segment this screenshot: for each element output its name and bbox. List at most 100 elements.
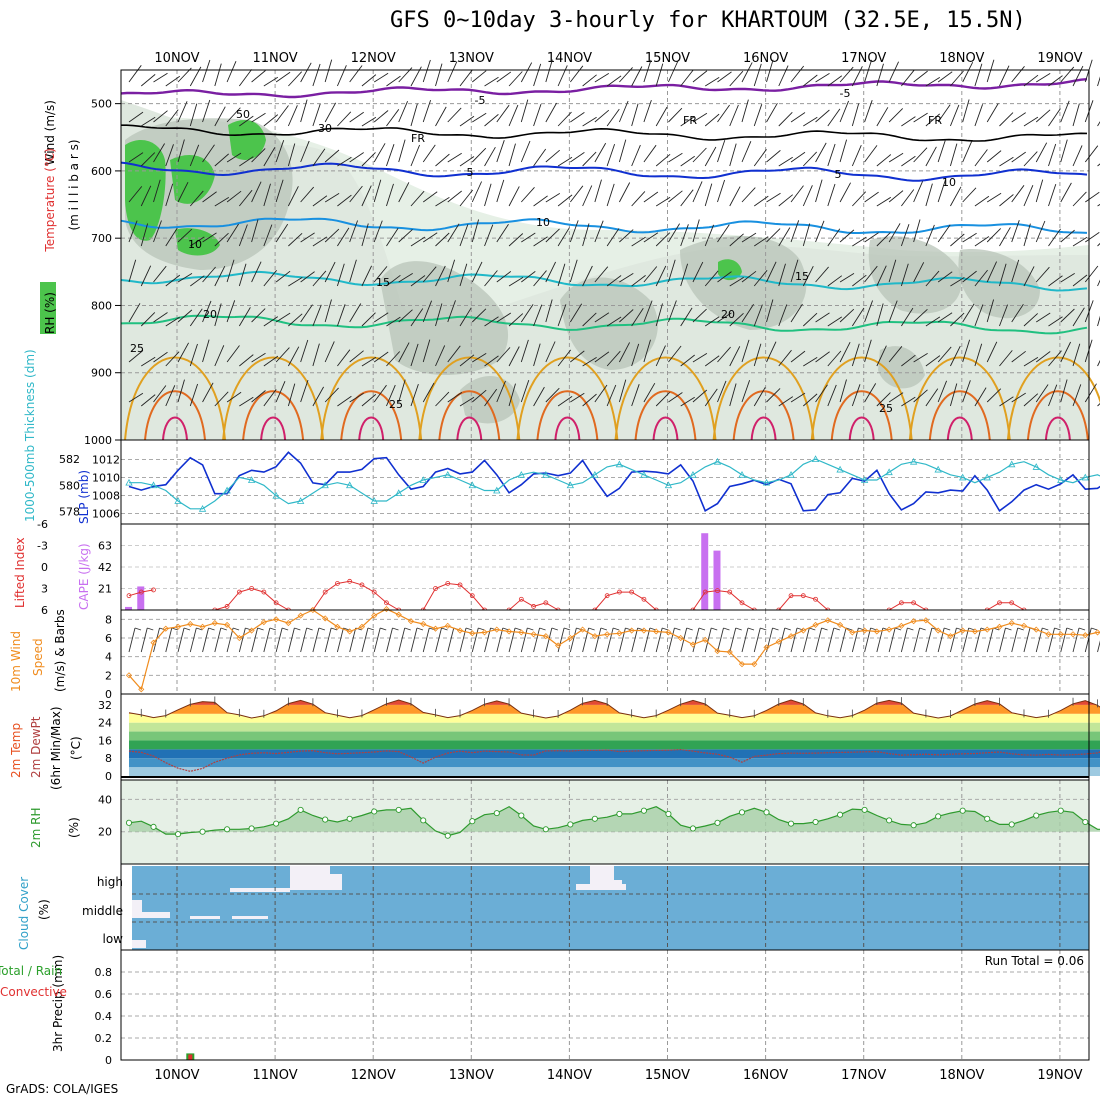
upper-wind-barb (349, 259, 357, 283)
upper-wind-barb (1072, 65, 1084, 87)
upper-wind-barb (655, 345, 666, 367)
wind10m-barb (1011, 627, 1019, 653)
upper-wind-barb (606, 384, 617, 407)
upper-wind-barb (484, 224, 494, 247)
thickness-point (321, 481, 329, 489)
upper-wind-barb (337, 156, 352, 167)
wind10m-point (1069, 631, 1077, 638)
cloud-panel: Cloud Cover (%) high middle low (17, 863, 1090, 951)
upper-wind-barb (937, 139, 946, 163)
rh2m-point (199, 828, 206, 835)
wind10m-point (187, 620, 194, 628)
rh-grey-area (460, 376, 520, 424)
lifted-index-point (347, 578, 353, 584)
wind10m-barb (189, 627, 197, 653)
wind10m-point (297, 612, 304, 619)
temp-tick-label: 0 (105, 770, 112, 783)
wind10m-point (849, 629, 856, 636)
wind10m-point (714, 648, 721, 655)
upper-wind-barb (655, 106, 668, 127)
wind10m-point (935, 627, 942, 634)
wind10m-barb-flag (1091, 627, 1098, 631)
rh2m-ylabel: 2m RH (29, 808, 43, 849)
date-label-bottom: 18NOV (939, 1068, 984, 1083)
upper-wind-barb (1097, 359, 1100, 367)
lifted-index-point (224, 604, 230, 609)
upper-wind-barb (165, 351, 180, 367)
cape-bar (713, 550, 721, 610)
thickness-point (787, 470, 795, 478)
thickness-point (566, 481, 575, 489)
lifted-index-point (531, 604, 536, 609)
isotherm-label: 10 (188, 238, 202, 251)
upper-wind-barb (214, 63, 222, 87)
upper-wind-barb (238, 307, 251, 327)
upper-wind-barb (238, 224, 248, 247)
wind10m-point (1033, 626, 1040, 633)
rh2m-tick-label: 40 (98, 793, 112, 806)
rh-area-30 (121, 100, 1089, 440)
upper-wind-barb (422, 144, 436, 163)
wind10m-barb (766, 627, 773, 653)
wind10m-barb-flag (821, 627, 828, 631)
isotherm-arch-25 (908, 356, 1011, 441)
upper-wind-barb (594, 384, 608, 403)
upper-wind-barb (925, 355, 941, 367)
upper-wind-barb (386, 183, 394, 207)
isotherm-arch-30 (1026, 390, 1089, 441)
upper-wind-barb (582, 151, 597, 167)
upper-wind-barb (520, 304, 534, 323)
upper-wind-barb (815, 109, 830, 123)
upper-wind-barb (839, 341, 851, 363)
upper-wind-barb (140, 394, 156, 407)
upper-wind-barb (484, 183, 492, 207)
upper-wind-barb (471, 308, 487, 323)
upper-wind-barb (545, 341, 556, 363)
upper-wind-barb (766, 192, 781, 203)
upper-wind-barb (827, 275, 843, 287)
upper-wind-barb (925, 146, 937, 167)
upper-wind-barb (422, 59, 431, 83)
upper-wind-barb (140, 74, 156, 87)
upper-wind-barb (251, 219, 259, 243)
wind10m-barb (533, 627, 541, 653)
thickness-point (1008, 460, 1016, 468)
cape-tick-label: 21 (98, 583, 112, 596)
wind10m-point (567, 634, 574, 642)
rh2m-point (518, 812, 525, 819)
rh2m-point (665, 810, 672, 817)
upper-wind-barb (324, 102, 337, 123)
wind10m-barb-flag (907, 627, 914, 631)
upper-wind-barb (1035, 312, 1051, 323)
wind10m-barb (876, 627, 884, 653)
upper-wind-barb (337, 194, 352, 207)
thickness-point (811, 455, 820, 462)
lifted-index-line (888, 602, 927, 611)
rh2m-point (812, 818, 819, 826)
wind10m-point (959, 627, 966, 634)
cape-bar (125, 606, 132, 610)
rh2m-point (322, 816, 329, 823)
upper-wind-barb (937, 346, 952, 363)
wind10m-barb-flag (367, 627, 375, 631)
thickness-point (713, 457, 722, 465)
lifted-index-point (359, 582, 365, 588)
run-total: Run Total = 0.06 (985, 954, 1084, 968)
upper-wind-barb (717, 346, 731, 363)
upper-wind-barb (741, 187, 756, 203)
upper-wind-barb (1084, 145, 1099, 163)
lifted-index-point (543, 600, 549, 606)
wind10m-barb-flag (220, 627, 227, 631)
upper-wind-barb (913, 147, 928, 163)
isotherm-arch-30 (732, 390, 795, 441)
upper-wind-barb (386, 384, 396, 407)
wind10m-barb-flag (612, 627, 620, 631)
upper-wind-barb (1072, 343, 1081, 367)
upper-wind-barb (189, 308, 203, 327)
thickness-point (370, 497, 378, 504)
wind10m-barb (214, 627, 222, 653)
upper-wind-barb (1072, 236, 1088, 247)
upper-wind-barb (128, 392, 144, 403)
lifted-tick-label: 0 (41, 561, 48, 574)
upper-wind-barb (668, 259, 676, 283)
